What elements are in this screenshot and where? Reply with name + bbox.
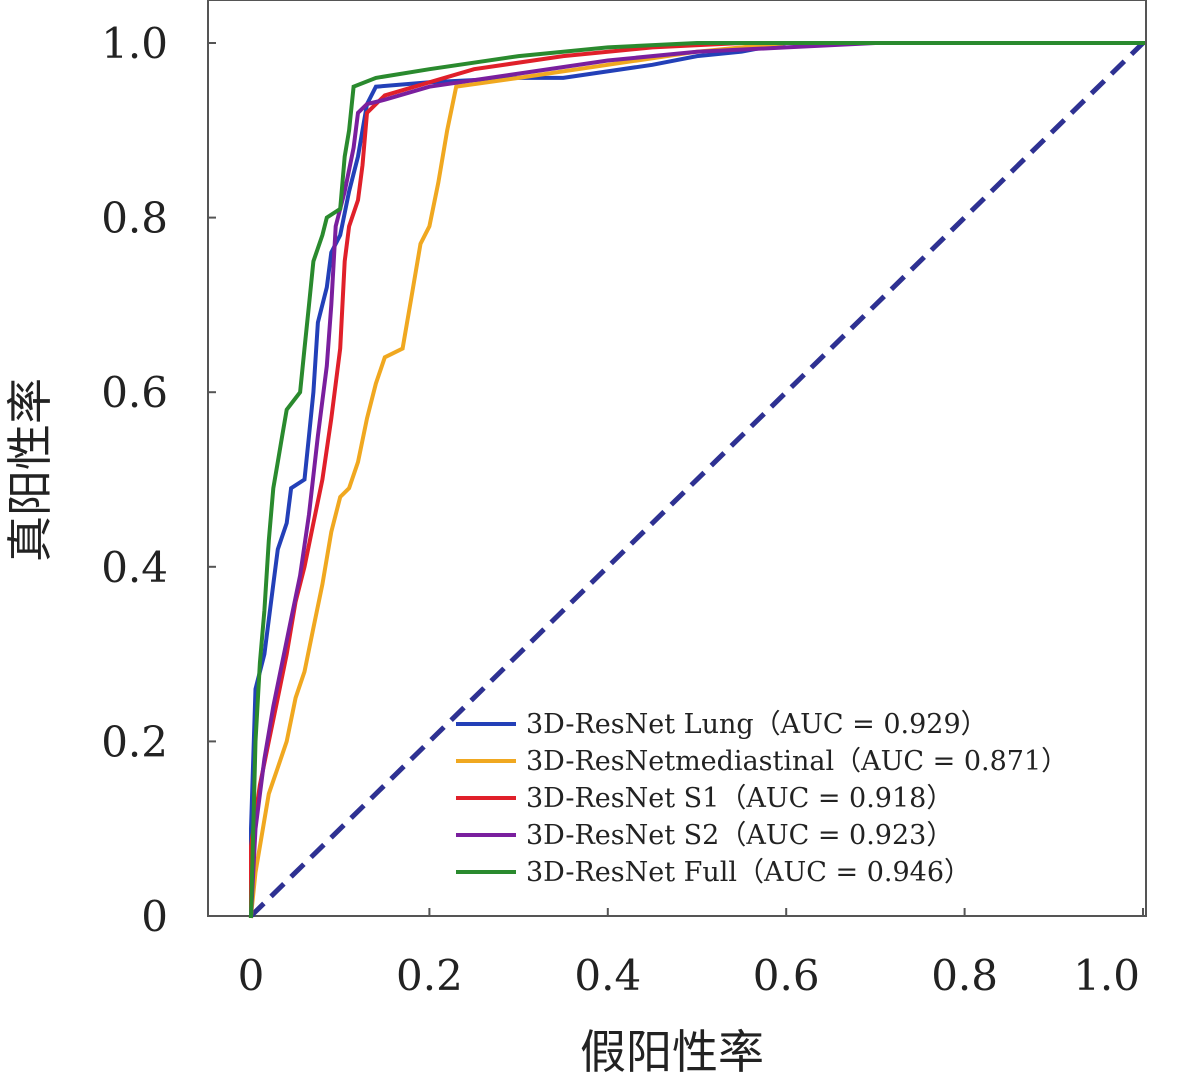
roc-curves: [248, 41, 1145, 919]
y-tick-label: 0.8: [101, 194, 168, 243]
roc-curve-series-2: [248, 41, 1145, 919]
x-tick-label: 1.0: [1073, 951, 1140, 1000]
y-axis-title: 真阳性率: [3, 378, 57, 562]
x-axis-ticks: 0 0.2 0.4 0.6 0.8 1.0: [238, 908, 1144, 1000]
y-tick-label: 0.2: [101, 717, 168, 766]
roc-curve-series-5: [248, 41, 1145, 919]
y-tick-label: 0.4: [101, 543, 168, 592]
plot-border: [207, 0, 1147, 917]
x-tick-label: 0.8: [931, 951, 998, 1000]
legend: 3D-ResNet Lung（AUC = 0.929） 3D-ResNetmedi…: [456, 709, 1068, 888]
legend-label: 3D-ResNet S2（AUC = 0.923）: [526, 820, 953, 851]
x-tick-label: 0.2: [396, 951, 463, 1000]
y-tick-label: 0: [141, 892, 168, 941]
legend-label: 3D-ResNet S1（AUC = 0.918）: [526, 783, 953, 814]
chance-diagonal-line: [249, 41, 1145, 918]
x-tick-label: 0: [238, 951, 265, 1000]
x-tick-label: 0.6: [753, 951, 820, 1000]
y-tick-label: 0.6: [101, 368, 168, 417]
legend-label: 3D-ResNetmediastinal（AUC = 0.871）: [526, 746, 1068, 777]
legend-label: 3D-ResNet Full（AUC = 0.946）: [526, 857, 971, 888]
roc-curve-series-3: [249, 41, 1145, 918]
legend-label: 3D-ResNet Lung（AUC = 0.929）: [526, 709, 988, 740]
x-tick-label: 0.4: [574, 951, 641, 1000]
x-axis-title: 假阳性率: [580, 1025, 764, 1079]
y-axis-ticks: 0 0.2 0.4 0.6 0.8 1.0: [101, 19, 216, 941]
y-tick-label: 1.0: [101, 19, 168, 68]
plot-frame: [207, 0, 1147, 917]
roc-curve-series-1: [249, 41, 1145, 918]
